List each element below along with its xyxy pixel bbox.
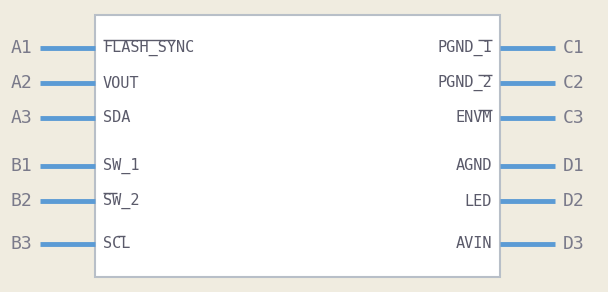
Text: B3: B3: [10, 235, 32, 253]
Text: B2: B2: [10, 192, 32, 210]
Text: A2: A2: [10, 74, 32, 92]
Text: C3: C3: [563, 109, 585, 127]
Text: A3: A3: [10, 109, 32, 127]
Text: AGND: AGND: [455, 159, 492, 173]
Text: C1: C1: [563, 39, 585, 57]
Text: ENVM: ENVM: [455, 110, 492, 126]
Text: SCL: SCL: [103, 237, 130, 251]
Text: AVIN: AVIN: [455, 237, 492, 251]
Bar: [95, 15, 500, 277]
Text: A1: A1: [10, 39, 32, 57]
Text: SW_1: SW_1: [103, 158, 139, 174]
Text: PGND_1: PGND_1: [437, 40, 492, 56]
Text: B1: B1: [10, 157, 32, 175]
Text: C2: C2: [563, 74, 585, 92]
Text: SW_2: SW_2: [103, 193, 139, 209]
Text: D1: D1: [563, 157, 585, 175]
Text: FLASH_SYNC: FLASH_SYNC: [103, 40, 194, 56]
Text: VOUT: VOUT: [103, 76, 139, 91]
Text: D2: D2: [563, 192, 585, 210]
Text: PGND_2: PGND_2: [437, 75, 492, 91]
Text: SDA: SDA: [103, 110, 130, 126]
Text: D3: D3: [563, 235, 585, 253]
Text: LED: LED: [465, 194, 492, 208]
